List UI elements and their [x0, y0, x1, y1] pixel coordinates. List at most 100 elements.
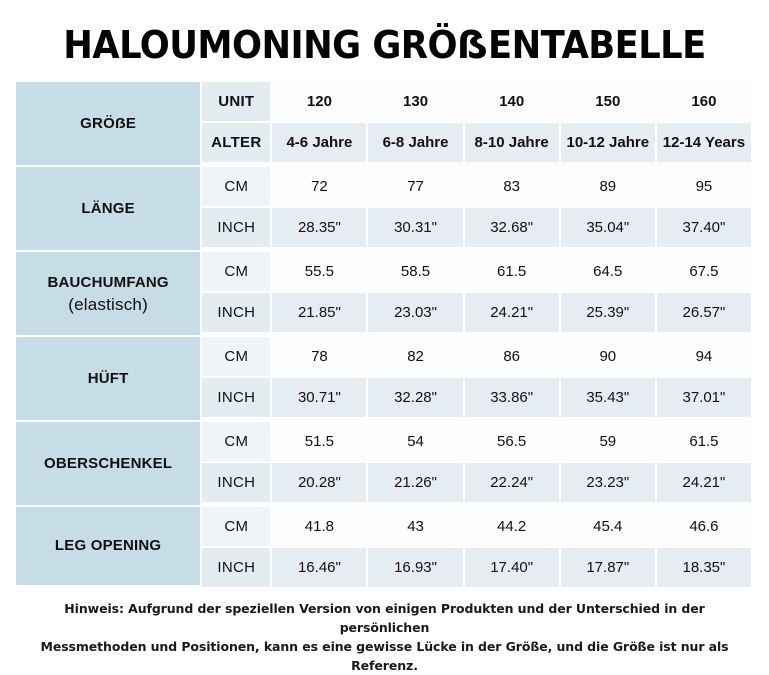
value-cell: 32.68" [464, 208, 561, 252]
value-cell: 30.31" [368, 208, 465, 252]
unit-cell-cm: CM [202, 252, 273, 293]
value-cell: 35.43" [560, 378, 657, 422]
table-row: GRÖẞE UNIT 120 130 140 150 160 [16, 82, 753, 167]
unit-cell-unit: UNIT [202, 82, 273, 123]
table-row: INCH 20.28" 21.26" 22.24" 23.23" 24.21" [16, 463, 753, 507]
page-title: HALOUMONING GRÖẞENTABELLE [63, 23, 706, 67]
table-row: BAUCHUMFANG (elastisch) CM 55.5 58.5 61.… [16, 252, 753, 337]
value-cell: 21.26" [368, 463, 465, 507]
size-header-130: 130 [368, 82, 465, 123]
unit-cell-inch: INCH [202, 548, 273, 587]
value-cell: 86 [464, 337, 561, 378]
value-cell: 61.5 [656, 422, 753, 463]
value-cell: 43 [368, 507, 465, 548]
value-cell: 54 [368, 422, 465, 463]
value-cell: 58.5 [368, 252, 465, 293]
value-cell: 26.57" [656, 293, 753, 337]
footnote: Hinweis: Aufgrund der speziellen Version… [18, 599, 751, 675]
value-cell: 16.93" [368, 548, 465, 587]
age-cell-120: 4-6 Jahre [272, 123, 369, 167]
size-header-150: 150 [560, 82, 657, 123]
row-label-bauchumfang: BAUCHUMFANG (elastisch) [16, 252, 203, 337]
value-cell: 23.03" [368, 293, 465, 337]
size-chart-page: HALOUMONING GRÖẞENTABELLE GRÖẞE UNIT 120… [16, 23, 753, 673]
value-cell: 95 [656, 167, 753, 208]
value-cell: 30.71" [272, 378, 369, 422]
size-header-120: 120 [272, 82, 369, 123]
size-header-160: 160 [656, 82, 753, 123]
unit-cell-cm: CM [202, 422, 273, 463]
age-cell-130: 6-8 Jahre [368, 123, 465, 167]
table-row: INCH 16.46" 16.93" 17.40" 17.87" 18.35" [16, 548, 753, 587]
age-cell-160: 12-14 Years [656, 123, 753, 167]
unit-cell-cm: CM [202, 167, 273, 208]
value-cell: 17.40" [464, 548, 561, 587]
value-cell: 32.28" [368, 378, 465, 422]
unit-cell-inch: INCH [202, 378, 273, 422]
value-cell: 18.35" [656, 548, 753, 587]
value-cell: 41.8 [272, 507, 369, 548]
row-label-oberschenkel: OBERSCHENKEL [16, 422, 203, 507]
value-cell: 22.24" [464, 463, 561, 507]
value-cell: 45.4 [560, 507, 657, 548]
value-cell: 46.6 [656, 507, 753, 548]
table-row: INCH 21.85" 23.03" 24.21" 25.39" 26.57" [16, 293, 753, 337]
footnote-line-1: Hinweis: Aufgrund der speziellen Version… [64, 601, 705, 635]
table-row: HÜFT CM 78 82 86 90 94 [16, 337, 753, 422]
size-table-container: GRÖẞE UNIT 120 130 140 150 160 ALTER 4-6… [16, 82, 753, 587]
age-cell-140: 8-10 Jahre [464, 123, 561, 167]
value-cell: 61.5 [464, 252, 561, 293]
value-cell: 94 [656, 337, 753, 378]
table-row: ALTER 4-6 Jahre 6-8 Jahre 8-10 Jahre 10-… [16, 123, 753, 167]
size-header-140: 140 [464, 82, 561, 123]
value-cell: 77 [368, 167, 465, 208]
value-cell: 56.5 [464, 422, 561, 463]
value-cell: 55.5 [272, 252, 369, 293]
value-cell: 23.23" [560, 463, 657, 507]
unit-cell-alter: ALTER [202, 123, 273, 167]
footnote-line-2: Messmethoden und Positionen, kann es ein… [40, 639, 729, 673]
value-cell: 78 [272, 337, 369, 378]
table-row: LEG OPENING CM 41.8 43 44.2 45.4 46.6 [16, 507, 753, 587]
value-cell: 44.2 [464, 507, 561, 548]
value-cell: 25.39" [560, 293, 657, 337]
value-cell: 24.21" [464, 293, 561, 337]
value-cell: 35.04" [560, 208, 657, 252]
row-label-bauchumfang-sub: (elastisch) [68, 294, 148, 314]
value-cell: 33.86" [464, 378, 561, 422]
value-cell: 82 [368, 337, 465, 378]
value-cell: 67.5 [656, 252, 753, 293]
size-table-body: GRÖẞE UNIT 120 130 140 150 160 ALTER 4-6… [16, 82, 753, 587]
table-row: INCH 28.35" 30.31" 32.68" 35.04" 37.40" [16, 208, 753, 252]
value-cell: 90 [560, 337, 657, 378]
table-row: INCH 30.71" 32.28" 33.86" 35.43" 37.01" [16, 378, 753, 422]
value-cell: 72 [272, 167, 369, 208]
value-cell: 37.40" [656, 208, 753, 252]
unit-cell-cm: CM [202, 507, 273, 548]
row-label-bauchumfang-main: BAUCHUMFANG [47, 273, 169, 291]
unit-cell-inch: INCH [202, 293, 273, 337]
value-cell: 37.01" [656, 378, 753, 422]
size-table: GRÖẞE UNIT 120 130 140 150 160 ALTER 4-6… [16, 82, 753, 587]
unit-cell-inch: INCH [202, 208, 273, 252]
value-cell: 51.5 [272, 422, 369, 463]
value-cell: 28.35" [272, 208, 369, 252]
value-cell: 83 [464, 167, 561, 208]
value-cell: 64.5 [560, 252, 657, 293]
row-label-leg-opening: LEG OPENING [16, 507, 203, 587]
value-cell: 59 [560, 422, 657, 463]
value-cell: 20.28" [272, 463, 369, 507]
value-cell: 24.21" [656, 463, 753, 507]
age-cell-150: 10-12 Jahre [560, 123, 657, 167]
unit-cell-cm: CM [202, 337, 273, 378]
value-cell: 17.87" [560, 548, 657, 587]
row-label-groesse: GRÖẞE [16, 82, 203, 167]
value-cell: 16.46" [272, 548, 369, 587]
value-cell: 21.85" [272, 293, 369, 337]
table-row: LÄNGE CM 72 77 83 89 95 [16, 167, 753, 252]
row-label-hueft: HÜFT [16, 337, 203, 422]
row-label-laenge: LÄNGE [16, 167, 203, 252]
unit-cell-inch: INCH [202, 463, 273, 507]
table-row: OBERSCHENKEL CM 51.5 54 56.5 59 61.5 [16, 422, 753, 507]
value-cell: 89 [560, 167, 657, 208]
